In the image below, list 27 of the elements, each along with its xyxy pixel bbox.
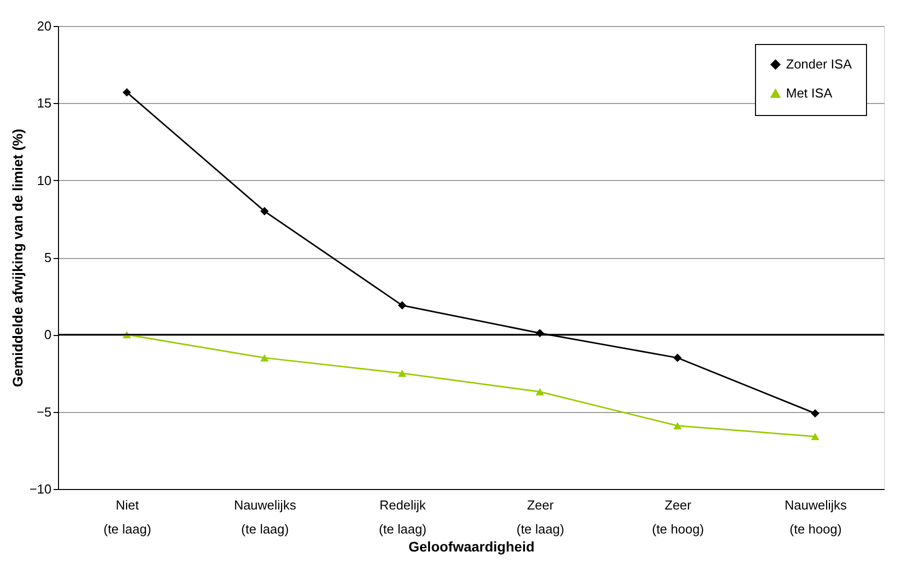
point [810, 432, 820, 440]
point [536, 388, 544, 396]
y-tick-label: 20 [37, 18, 52, 34]
point [260, 207, 269, 216]
point [673, 422, 682, 430]
y-axis-title: Gemiddelde afwijking van de limiet (%) [9, 128, 26, 388]
y-tick-label: −10 [29, 482, 52, 496]
point [398, 301, 406, 310]
x-tick-label: Nauwelijks (te laag) [234, 498, 297, 536]
y-tick-label: 0 [44, 327, 52, 342]
y-tick-label: −5 [36, 404, 52, 420]
point [398, 370, 406, 377]
x-tick-label: Zeer (te hoog) [652, 498, 704, 536]
x-tick-label: Zeer (te laag) [516, 498, 564, 536]
point [260, 354, 269, 362]
x-tick-label: Nauwelijks (te hoog) [784, 498, 848, 536]
legend-label: Zonder ISA [786, 56, 852, 72]
x-tick-label: Niet (te laag) [103, 498, 152, 536]
point [810, 409, 820, 418]
y-tick-label: 15 [37, 96, 52, 111]
point [673, 354, 682, 362]
point [122, 88, 132, 97]
x-axis-title: Geloofwaardigheid [408, 538, 535, 554]
legend-label: Met ISA [786, 86, 833, 100]
y-tick-label: 10 [37, 172, 52, 188]
y-tick-label: 5 [44, 250, 52, 265]
x-tick-label: Redelijk (te laag) [378, 498, 427, 536]
